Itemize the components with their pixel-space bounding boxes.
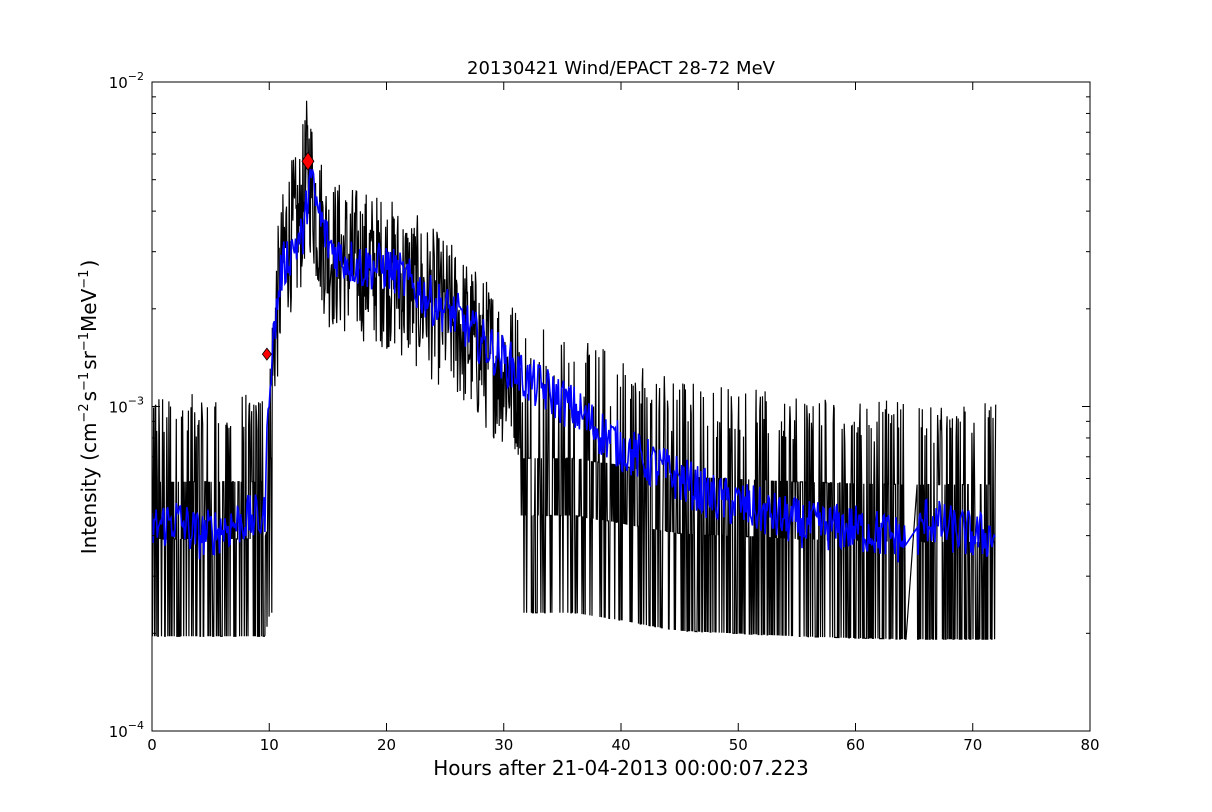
- x-tick-label-60: 60: [846, 736, 865, 754]
- y-tick-label: 10−3: [109, 395, 144, 417]
- y-axis-label-mid2: sr: [77, 350, 101, 369]
- y-axis-label-suffix: ): [77, 260, 101, 268]
- y-axis-label-mid1: s: [77, 391, 101, 401]
- y-axis-label-prefix: Intensity (cm: [77, 423, 101, 555]
- x-tick-label-30: 30: [494, 736, 513, 754]
- chart-title: 20130421 Wind/EPACT 28-72 MeV: [467, 58, 776, 79]
- y-axis-label: Intensity (cm−2s−1sr−1MeV−1): [77, 260, 101, 555]
- y-axis-label-mid3: MeV: [77, 288, 101, 332]
- x-tick-label-40: 40: [611, 736, 630, 754]
- x-tick-label-50: 50: [729, 736, 748, 754]
- y-axis-label-exp2: −1: [77, 372, 92, 391]
- y-axis-label-exp4: −1: [77, 270, 92, 289]
- x-tick-label-10: 10: [260, 736, 279, 754]
- x-tick-label-70: 70: [963, 736, 982, 754]
- y-axis-label-exp3: −1: [77, 332, 92, 351]
- x-tick-label-80: 80: [1080, 736, 1099, 754]
- y-axis-label-exp1: −2: [77, 403, 92, 422]
- x-tick-label-20: 20: [377, 736, 396, 754]
- series-line-smoothed: [152, 168, 996, 563]
- marker-point-2: [301, 151, 315, 171]
- marker-point-1: [261, 347, 272, 361]
- y-tick-label: 10−4: [109, 719, 144, 741]
- x-tick-label-0: 0: [147, 736, 157, 754]
- x-axis-label: Hours after 21-04-2013 00:00:07.223: [433, 756, 809, 780]
- y-tick-label: 10−2: [109, 70, 144, 92]
- series-line-raw: [152, 100, 997, 640]
